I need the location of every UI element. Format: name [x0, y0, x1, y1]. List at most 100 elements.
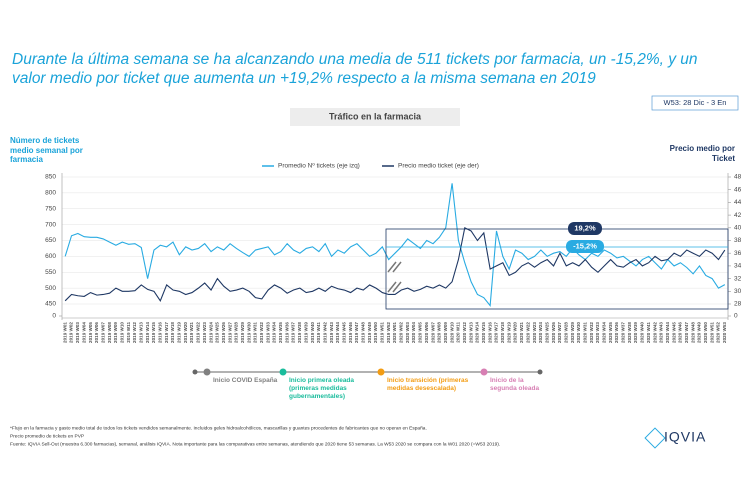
x-tick-label: 2020 W32 — [589, 322, 594, 343]
x-tick-label: 2020 W42 — [652, 322, 657, 343]
phase-label: Inicio de la segunda oleada — [490, 377, 540, 392]
x-tick-label: 2019 W04 — [81, 322, 86, 343]
x-tick-label: 2020 W30 — [576, 322, 581, 343]
x-tick-label: 2019 W39 — [303, 322, 308, 343]
x-tick-label: 2019 W49 — [367, 322, 372, 343]
x-tick-label: 2020 W47 — [684, 322, 689, 343]
x-tick-label: 2020 W50 — [703, 322, 708, 343]
x-tick-label: 2020 W40 — [640, 322, 645, 343]
x-tick-label: 2019 W20 — [183, 322, 188, 343]
timeline-end — [537, 369, 543, 375]
x-tick-label: 2020 W13 — [468, 322, 473, 343]
y-tick-label: 850 — [45, 174, 56, 181]
y-tick-label: 500 — [45, 285, 56, 292]
x-tick-label: 2019 W30 — [246, 322, 251, 343]
x-tick-label: 2020 W44 — [665, 322, 670, 343]
x-tick-label: 2020 W41 — [646, 322, 651, 343]
x-tick-label: 2019 W08 — [107, 322, 112, 343]
phase-dot — [377, 368, 385, 376]
y-title-box: Número de tickets medio semanal por farm… — [10, 136, 83, 164]
x-tick-label: 2020 W36 — [614, 322, 619, 343]
comparison-box — [385, 228, 729, 310]
x-tick-label: 2019 W06 — [94, 322, 99, 343]
x-tick-label: 2020 W19 — [506, 322, 511, 343]
annotation-badge — [566, 240, 604, 253]
series-line — [64, 226, 726, 302]
annotation-badge — [568, 222, 602, 235]
title-box: Durante la última semana se ha alcanzand… — [12, 51, 698, 87]
x-tick-label: 2020 W26 — [551, 322, 556, 343]
x-tick-label: 2019 W27 — [227, 322, 232, 343]
annotation: -15,2% — [573, 241, 597, 250]
phase-box: Inicio transición (primeras medidas dese… — [387, 377, 468, 392]
chart-subtitle: Tráfico en la farmacia — [329, 111, 422, 121]
x-tick-label: 2020 W31 — [583, 322, 588, 343]
x-tick-label: 2020 W29 — [570, 322, 575, 343]
x-tick-label: 2020 W25 — [544, 322, 549, 343]
x-tick-label: 2019 W34 — [272, 322, 277, 343]
x-tick-label: 2020 W20 — [513, 322, 518, 343]
x-tick-label: 2019 W36 — [284, 322, 289, 343]
x-tick-label: 2020 W05 — [418, 322, 423, 343]
week-note-box — [651, 95, 739, 111]
y2-tick-label: 42 — [734, 212, 742, 219]
x-tick-label: 2020 W10 — [449, 322, 454, 343]
y-tick-label: 450 — [45, 301, 56, 308]
footnote: *Flujo en la farmacia y gasto medio tota… — [10, 425, 427, 431]
y2-tick-label: 34 — [734, 263, 742, 270]
y-tick-label: 700 — [45, 221, 56, 228]
x-tick-label: 2020 W53 — [722, 322, 727, 343]
x-tick-label: 2020 W01 — [392, 322, 397, 343]
x-tick-label: 2020 W43 — [659, 322, 664, 343]
x-tick-label: 2019 W24 — [208, 322, 213, 343]
x-tick-label: 2019 W10 — [119, 322, 124, 343]
x-tick-label: 2019 W52 — [386, 322, 391, 343]
phase-box: Inicio COVID España — [213, 377, 278, 384]
x-tick-label: 2020 W22 — [525, 322, 530, 343]
x-tick-label: 2020 W17 — [494, 322, 499, 343]
annotation: 19,2% — [574, 223, 596, 232]
x-tick-label: 2019 W03 — [75, 322, 80, 343]
x-tick-label: 2020 W07 — [430, 322, 435, 343]
axis-break — [387, 261, 402, 293]
x-tick-label: 2019 W48 — [361, 322, 366, 343]
y2-tick-label: 32 — [734, 275, 742, 282]
x-tick-label: 2019 W02 — [69, 322, 74, 343]
x-tick-label: 2020 W39 — [633, 322, 638, 343]
timeline-end — [192, 369, 198, 375]
phase-dot — [480, 368, 488, 376]
x-tick-label: 2019 W28 — [234, 322, 239, 343]
legend-label: Promedio Nº tickets (eje izq) — [278, 163, 360, 170]
x-tick-label: 2019 W50 — [373, 322, 378, 343]
plot: 0 450 500 550 600 650 700 750 800 850 0 28 30 32 34 36 3… — [45, 163, 741, 343]
phase-box: Inicio primera oleada (primeras medidas … — [289, 377, 354, 400]
y2-tick-label: 30 — [734, 288, 742, 295]
x-tick-label: 2019 W17 — [164, 322, 169, 343]
x-tick-label: 2019 W40 — [310, 322, 315, 343]
x-tick-label: 2020 W03 — [405, 322, 410, 343]
chart-title: Durante la última semana se ha alcanzand… — [12, 51, 698, 87]
x-tick-label: 2020 W48 — [690, 322, 695, 343]
x-tick-label: 2020 W21 — [519, 322, 524, 343]
phase-label: Inicio COVID España — [213, 377, 278, 384]
footnote: Precio promedio de tickets en PVP — [10, 433, 84, 439]
x-tick-label: 2020 W49 — [697, 322, 702, 343]
y-tick-label: 800 — [45, 190, 56, 197]
x-tick-label: 2020 W15 — [481, 322, 486, 343]
x-tick-label: 2020 W14 — [475, 322, 480, 343]
x-tick-label: 2019 W18 — [170, 322, 175, 343]
x-tick-label: 2019 W41 — [316, 322, 321, 343]
x-tick-label: 2020 W51 — [709, 322, 714, 343]
y-axis-title: Número de tickets medio semanal por farm… — [10, 136, 83, 164]
x-tick-label: 2020 W23 — [532, 322, 537, 343]
x-tick-label: 2020 W11 — [456, 322, 461, 343]
x-tick-label: 2020 W18 — [500, 322, 505, 343]
y-tick-label: 650 — [45, 237, 56, 244]
x-tick-label: 2019 W37 — [291, 322, 296, 343]
y2-tick-label: 46 — [734, 186, 742, 193]
y2-tick-label: 36 — [734, 250, 742, 257]
x-tick-label: 2019 W25 — [215, 322, 220, 343]
y2-tick-label: 48 — [734, 174, 742, 181]
x-tick-label: 2019 W23 — [202, 322, 207, 343]
